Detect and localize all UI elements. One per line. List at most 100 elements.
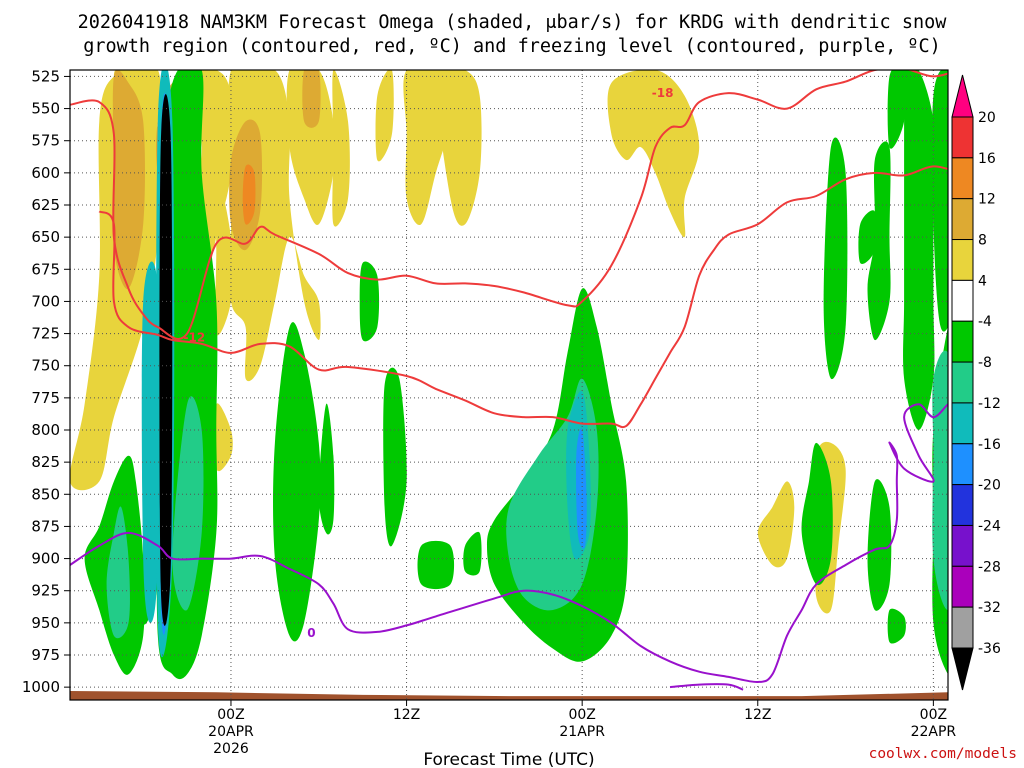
omega-region-27: [463, 531, 482, 576]
colorbar-label--20: -20: [978, 478, 1001, 494]
omega-region-23: [318, 403, 335, 535]
y-tick-label-975: 975: [31, 646, 60, 664]
omega-region-26: [417, 540, 455, 590]
omega-region-14: [112, 70, 145, 289]
y-tick-label-950: 950: [31, 614, 60, 632]
freezing-contour-0: [70, 402, 948, 684]
omega-region-3: [215, 172, 233, 336]
omega-region-24: [359, 261, 380, 342]
omega-region-31: [823, 137, 848, 380]
y-tick-label-800: 800: [31, 421, 60, 439]
y-tick-label-925: 925: [31, 582, 60, 600]
x-tick-label-18-1: 12Z: [393, 707, 420, 723]
plot-frame: [69, 69, 949, 701]
colorbar-bottom-arrow: [951, 647, 974, 691]
colorbar-label-8: 8: [978, 233, 987, 249]
dgz-contour-label-0: -18: [652, 86, 674, 100]
dgz-contour-label-1: -12: [184, 330, 206, 344]
colorbar-label--32: -32: [978, 600, 1001, 616]
colorbar-label-4: 4: [978, 273, 987, 289]
colorbar-box--4: [951, 279, 974, 322]
freezing-contour-label-0: 0: [307, 626, 315, 640]
credit-text: coolwx.com/models: [869, 746, 1017, 762]
dgz-contour-0: [70, 70, 948, 340]
omega-region-34: [931, 70, 948, 332]
x-tick-label-30-1: 00Z: [568, 707, 595, 723]
omega-region-25: [383, 367, 407, 547]
omega-region-12: [757, 481, 795, 568]
chart-title-line-1: 2026041918 NAM3KM Forecast Omega (shaded…: [78, 12, 948, 33]
colorbar-label--36: -36: [978, 641, 1001, 657]
colorbar-box--36: [951, 606, 974, 649]
y-tick-label-850: 850: [31, 485, 60, 503]
y-tick-label-750: 750: [31, 357, 60, 375]
y-tick-label-625: 625: [31, 196, 60, 214]
gridlines: [70, 70, 948, 700]
colorbar-label--24: -24: [978, 518, 1001, 534]
colorbar-box-12: [951, 157, 974, 200]
omega-region-29: [867, 141, 891, 341]
colorbar: 20 16 12 8 4 -4 -8 -12 -16 -20 -24 -28 -32 -36: [951, 74, 1001, 691]
y-tick-label-600: 600: [31, 164, 60, 182]
colorbar-label-16: 16: [978, 151, 996, 167]
colorbar-top-arrow: [951, 74, 974, 118]
y-tick-label-650: 650: [31, 228, 60, 246]
x-axis-label: Forecast Time (UTC): [423, 750, 594, 768]
y-tick-label-700: 700: [31, 292, 60, 310]
freezing-contour-1: [669, 683, 744, 691]
colorbar-label--12: -12: [978, 396, 1001, 412]
colorbar-box-16: [951, 116, 974, 159]
y-tick-label-875: 875: [31, 517, 60, 535]
y-tick-label-675: 675: [31, 260, 60, 278]
omega-region-44: [141, 261, 160, 623]
dgz-contour-1: [98, 165, 948, 429]
y-tick-label-825: 825: [31, 453, 60, 471]
omega-region-18: [242, 164, 256, 225]
colorbar-box-4: [951, 239, 974, 281]
omega-region-37: [801, 442, 833, 586]
omega-region-22: [273, 322, 321, 642]
colorbar-label--16: -16: [978, 437, 1001, 453]
x-tick-label-30-2: 21APR: [559, 724, 605, 740]
y-tick-label-725: 725: [31, 325, 60, 343]
omega-region-4: [214, 403, 233, 472]
omega-region-39: [106, 506, 130, 639]
x-tick-label-6-1: 00Z: [217, 707, 244, 723]
terrain-fill: [70, 691, 948, 700]
chart-title-line-2: growth region (contoured, red, ºC) and f…: [83, 36, 941, 57]
y-tick-label-1000: 1000: [22, 678, 60, 696]
omega-region-40: [172, 396, 204, 611]
x-tick-label-54-2: 22APR: [911, 724, 957, 740]
omega-region-36: [867, 479, 892, 611]
omega-region-33: [903, 70, 935, 430]
omega-region-52: [159, 94, 173, 626]
colorbar-label--4: -4: [978, 314, 992, 330]
omega-region-17: [302, 70, 321, 128]
colorbar-box--32: [951, 565, 974, 608]
y-tick-label-900: 900: [31, 550, 60, 568]
contour-layer: -18 -12 0: [70, 70, 948, 691]
omega-region-7: [332, 70, 350, 227]
y-tick-label-775: 775: [31, 389, 60, 407]
colorbar-box-8: [951, 198, 974, 241]
omega-region-38: [887, 608, 906, 644]
colorbar-label--28: -28: [978, 559, 1001, 575]
colorbar-label--8: -8: [978, 355, 992, 371]
colorbar-label-20: 20: [978, 110, 996, 126]
omega-region-30: [858, 210, 877, 265]
colorbar-box--16: [951, 402, 974, 445]
y-tick-label-575: 575: [31, 132, 60, 150]
omega-region-8: [375, 70, 394, 162]
y-tick-label-550: 550: [31, 100, 60, 118]
x-tick-label-54-1: 00Z: [920, 707, 947, 723]
x-tick-label-6-2: 20APR: [208, 724, 254, 740]
colorbar-box--20: [951, 443, 974, 486]
colorbar-box--28: [951, 524, 974, 567]
x-tick-label-42-1: 12Z: [744, 707, 771, 723]
omega-region-45: [576, 428, 587, 549]
pressure-axis: 525 550 575 600 625 650 675 700 725 750 775 800 825 8…: [22, 67, 70, 696]
colorbar-label-12: 12: [978, 192, 996, 208]
colorbar-box--8: [951, 320, 974, 363]
